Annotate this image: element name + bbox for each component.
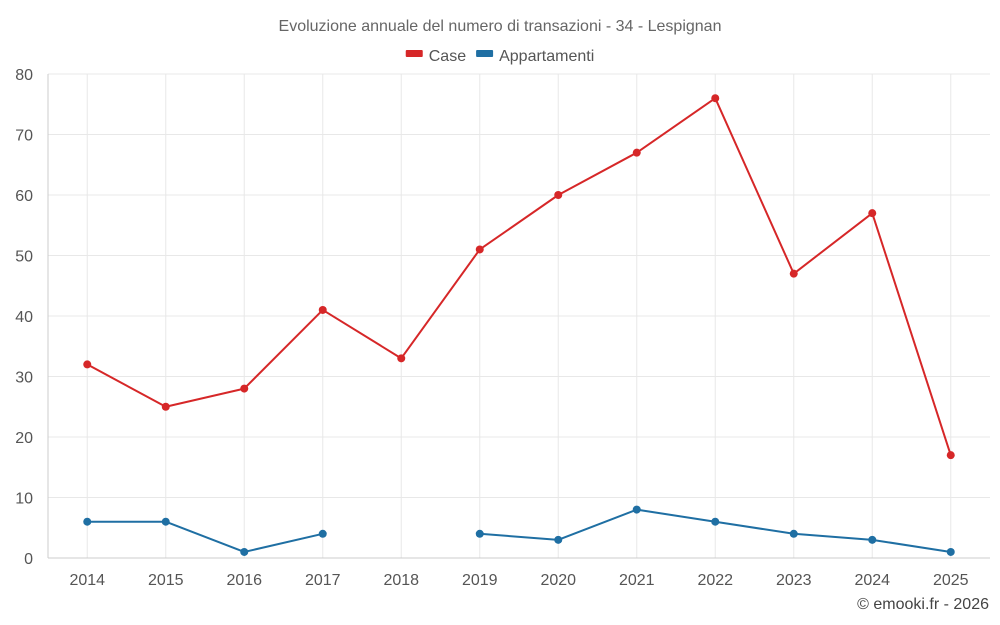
legend-label-case[interactable]: Case	[429, 48, 466, 65]
x-tick-label: 2017	[305, 572, 341, 589]
y-tick-label: 40	[15, 309, 33, 326]
data-point-case[interactable]	[946, 451, 955, 460]
data-point-case[interactable]	[868, 209, 877, 218]
y-tick-label: 0	[24, 551, 33, 568]
chart-title: Evoluzione annuale del numero di transaz…	[279, 18, 722, 35]
legend: Case Appartamenti	[405, 48, 594, 65]
data-point-case[interactable]	[83, 360, 92, 369]
data-point-appartamenti[interactable]	[789, 529, 798, 538]
data-point-case[interactable]	[318, 305, 327, 314]
x-tick-label: 2020	[540, 572, 576, 589]
x-tick-label: 2024	[854, 572, 890, 589]
x-tick-label: 2025	[933, 572, 969, 589]
axes: 0 10 20 30 40 50 60 70 80 2014 2015 2016 2017 2018 201…	[15, 67, 990, 589]
data-point-case[interactable]	[711, 94, 720, 103]
x-tick-label: 2023	[776, 572, 812, 589]
x-tick-label: 2021	[619, 572, 655, 589]
y-tick-label: 30	[15, 370, 33, 387]
data-point-case[interactable]	[632, 148, 641, 157]
series-line-appartamenti	[87, 520, 323, 553]
legend-label-appartamenti[interactable]: Appartamenti	[499, 48, 594, 65]
credit-text: © emooki.fr - 2026	[857, 596, 989, 613]
x-tick-label: 2019	[462, 572, 498, 589]
series-layer	[83, 94, 955, 556]
legend-swatch-appartamenti	[476, 50, 494, 57]
data-point-case[interactable]	[161, 402, 170, 411]
data-point-appartamenti[interactable]	[554, 535, 563, 544]
y-tick-label: 60	[15, 188, 33, 205]
x-tick-label: 2014	[69, 572, 105, 589]
x-tick-label: 2015	[148, 572, 184, 589]
legend-swatch-case	[405, 50, 423, 57]
data-point-case[interactable]	[397, 354, 406, 363]
data-point-appartamenti[interactable]	[711, 517, 720, 526]
data-point-case[interactable]	[240, 384, 249, 393]
y-tick-label: 80	[15, 67, 33, 84]
y-tick-label: 50	[15, 249, 33, 266]
x-tick-label: 2018	[383, 572, 419, 589]
x-tick-label: 2016	[226, 572, 262, 589]
data-point-case[interactable]	[475, 245, 484, 254]
data-point-appartamenti[interactable]	[318, 529, 327, 538]
y-tick-label: 10	[15, 491, 33, 508]
data-point-appartamenti[interactable]	[161, 517, 170, 526]
x-tick-label: 2022	[697, 572, 733, 589]
data-point-appartamenti[interactable]	[83, 517, 92, 526]
data-point-case[interactable]	[554, 191, 563, 199]
grid	[48, 73, 990, 558]
data-point-appartamenti[interactable]	[475, 529, 484, 538]
data-point-case[interactable]	[789, 269, 798, 278]
data-point-appartamenti[interactable]	[632, 505, 641, 514]
y-tick-label: 20	[15, 430, 33, 447]
data-point-appartamenti[interactable]	[868, 535, 877, 544]
y-tick-label: 70	[15, 128, 33, 145]
data-point-appartamenti[interactable]	[240, 547, 249, 556]
data-point-appartamenti[interactable]	[946, 547, 955, 556]
series-line-case	[86, 97, 952, 456]
